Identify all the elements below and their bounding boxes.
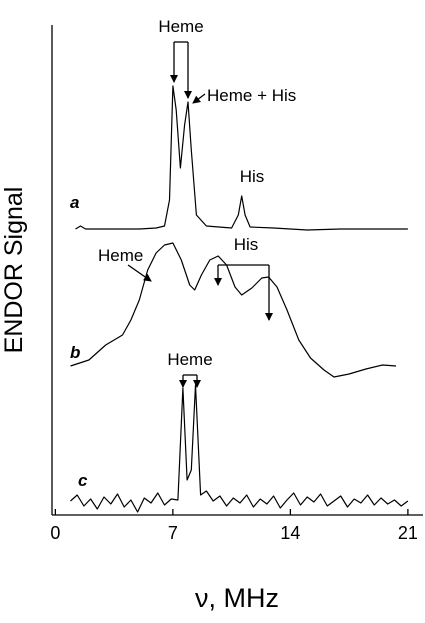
x-tick-label: 14 xyxy=(280,523,300,543)
x-tick-label: 0 xyxy=(50,523,60,543)
y-axis-label: ENDOR Signal xyxy=(0,187,28,354)
annotation: Heme xyxy=(167,350,212,369)
spectrum-line xyxy=(70,384,409,513)
annotation-arrow xyxy=(127,264,152,282)
annotation: Heme xyxy=(98,246,143,265)
annotation: Heme + His xyxy=(207,86,296,105)
x-tick-label: 7 xyxy=(168,523,178,543)
series-label: b xyxy=(70,343,80,362)
series-label: a xyxy=(70,193,79,212)
x-axis-label: ν, MHz xyxy=(195,583,279,613)
spectrum-line xyxy=(70,242,397,378)
annotation-arrow xyxy=(192,93,206,104)
annotation: His xyxy=(234,235,259,254)
series-label: c xyxy=(78,471,88,490)
x-tick-label: 21 xyxy=(398,523,418,543)
annotation: His xyxy=(240,167,265,186)
annotation: Heme xyxy=(158,17,203,36)
spectrum-line xyxy=(75,85,408,231)
